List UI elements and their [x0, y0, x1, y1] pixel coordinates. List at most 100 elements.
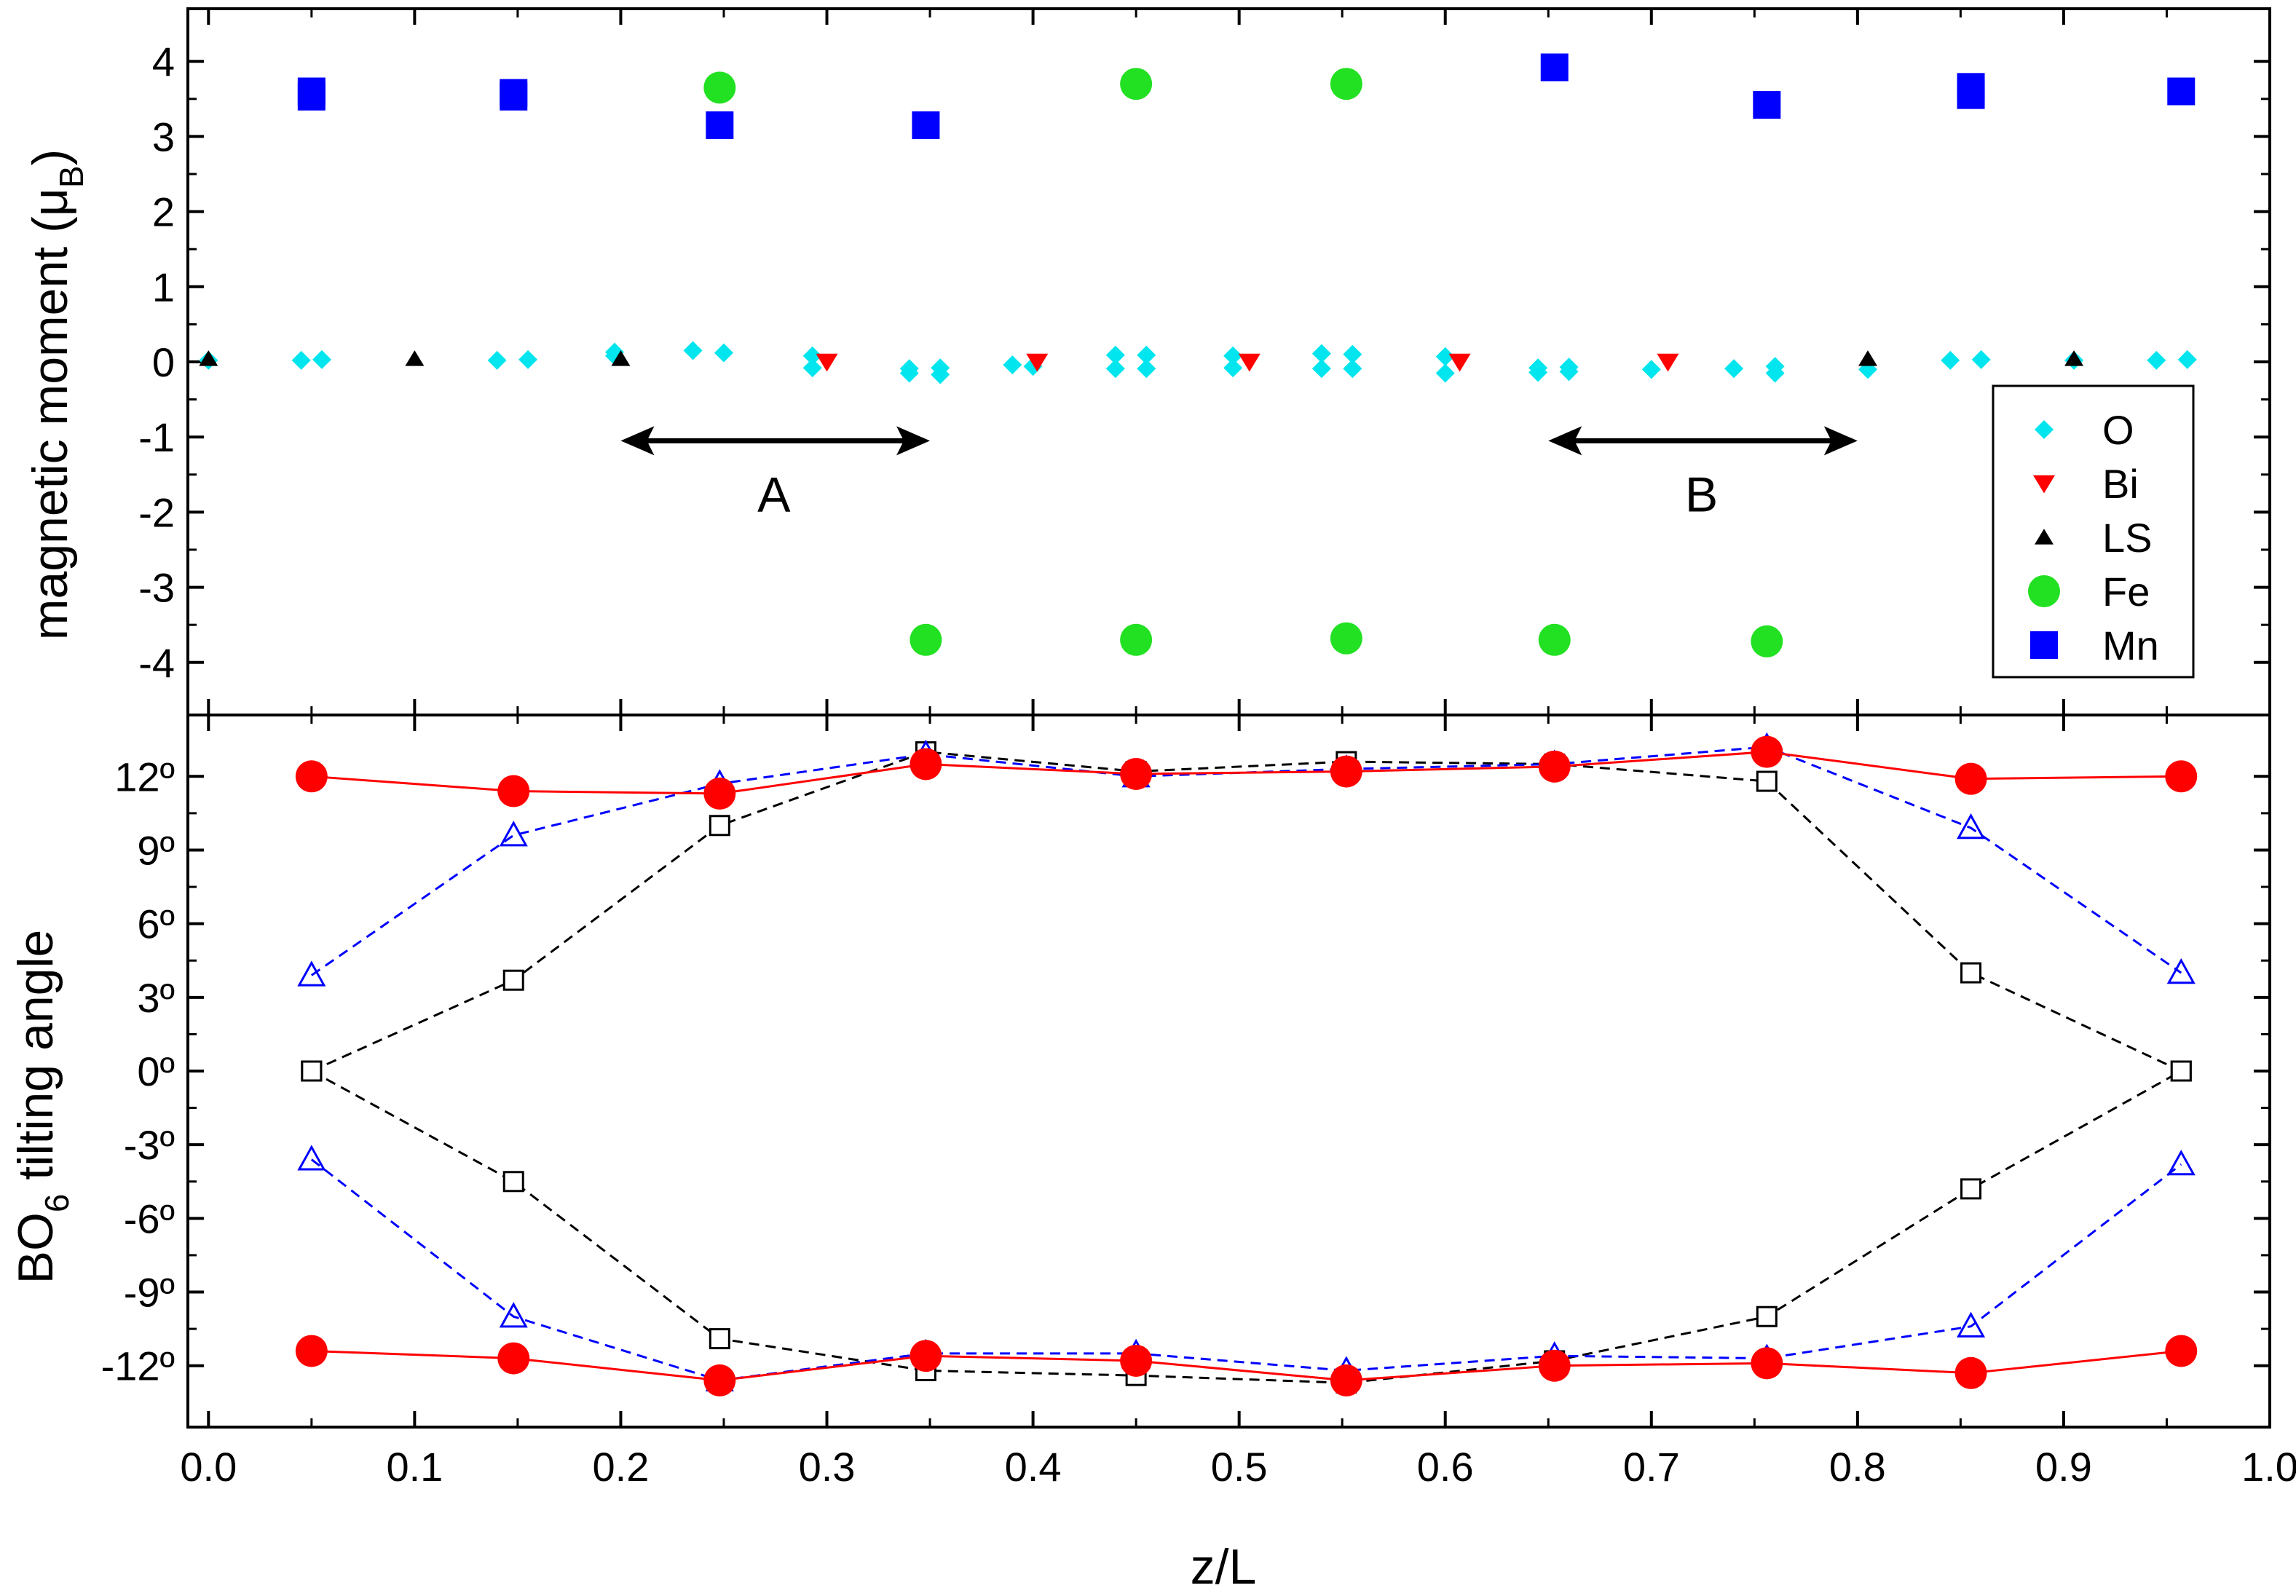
data-point	[910, 748, 942, 781]
data-point	[1559, 362, 1579, 382]
data-point	[703, 1364, 736, 1396]
data-point	[1954, 762, 1987, 795]
data-point	[1120, 757, 1153, 790]
data-point	[295, 1335, 328, 1367]
data-point	[291, 350, 311, 370]
data-point	[1120, 1344, 1153, 1377]
annotation-label: A	[757, 467, 791, 523]
data-point	[1641, 360, 1661, 379]
annotation-label: B	[1685, 467, 1718, 523]
data-point	[683, 341, 703, 360]
data-point	[703, 777, 736, 810]
legend-label: LS	[2102, 515, 2153, 561]
data-point	[497, 1342, 530, 1375]
x-tick-label: 1.0	[2241, 1444, 2296, 1490]
y-tick-label: 3º	[137, 975, 175, 1021]
data-point	[2170, 1060, 2192, 1082]
data-point	[2166, 958, 2196, 984]
y-tick-label: -2	[138, 489, 175, 535]
series-fe	[703, 68, 1783, 657]
y-tick-label: 6º	[137, 901, 175, 947]
data-point	[1538, 623, 1571, 656]
data-point	[931, 365, 950, 384]
data-point	[1330, 622, 1362, 655]
data-point	[912, 111, 940, 139]
data-point	[1751, 735, 1783, 768]
data-point	[1448, 353, 1471, 372]
data-point	[816, 353, 838, 372]
series-line	[311, 1349, 2182, 1382]
data-point	[1105, 359, 1125, 379]
y-tick-label: 0º	[137, 1048, 175, 1094]
tilt-series-1	[301, 1060, 2192, 1394]
data-point	[2064, 350, 2084, 366]
x-tick-label: 0.8	[1829, 1444, 1886, 1490]
data-point	[1538, 750, 1571, 783]
data-point	[1960, 1178, 1982, 1200]
data-point	[709, 815, 730, 837]
data-point	[706, 111, 734, 139]
top-y-axis-label: magnetic moment (μB)	[23, 149, 90, 641]
y-tick-label: -12º	[101, 1343, 175, 1389]
y-tick-label: -3	[138, 565, 175, 611]
data-point	[2147, 350, 2166, 370]
data-point	[899, 363, 919, 383]
legend-label: Fe	[2102, 569, 2150, 615]
series-o	[199, 341, 2197, 384]
data-point	[1657, 353, 1679, 372]
tilt-series-0	[301, 741, 2192, 1082]
data-point	[297, 82, 326, 111]
annotation-arrow-head	[1823, 426, 1858, 456]
y-tick-label: 2	[152, 189, 175, 235]
data-point	[1003, 355, 1022, 375]
data-point	[1343, 359, 1362, 379]
data-point	[1137, 345, 1156, 365]
x-axis-label: z/L	[1191, 1539, 1257, 1595]
annotation-arrow-head	[896, 426, 931, 456]
data-point	[910, 1340, 942, 1372]
data-point	[802, 346, 822, 366]
data-point	[1026, 353, 1049, 372]
data-point	[499, 1302, 528, 1328]
y-tick-label: 9º	[137, 827, 175, 873]
data-point	[1756, 1305, 1778, 1327]
data-point	[1724, 359, 1744, 379]
data-point	[297, 960, 326, 987]
y-tick-label: 1	[152, 264, 175, 310]
data-point	[487, 350, 507, 370]
data-point	[1330, 1364, 1362, 1396]
legend-marker	[2028, 575, 2060, 607]
x-tick-label: 0.6	[1417, 1444, 1474, 1490]
data-point	[1435, 363, 1455, 383]
data-point	[1765, 363, 1785, 383]
series-line	[311, 751, 2182, 1072]
data-point	[502, 1171, 524, 1193]
data-point	[500, 82, 528, 111]
data-point	[1858, 350, 1878, 366]
data-point	[1238, 353, 1261, 372]
y-tick-label: 4	[152, 39, 175, 84]
data-point	[1751, 625, 1783, 657]
data-point	[2166, 1150, 2196, 1176]
legend-marker	[2030, 631, 2058, 659]
data-point	[1957, 1311, 1986, 1338]
data-point	[611, 350, 631, 366]
legend-label: Mn	[2102, 623, 2159, 668]
legend-box	[1992, 384, 2195, 679]
y-tick-label: 3	[152, 114, 175, 159]
top-panel: 4 3 2 1 0 -1 -2 -3 -4 A B	[138, 7, 2271, 716]
x-tick-label: 0.3	[799, 1444, 856, 1490]
data-point	[802, 358, 822, 378]
data-point	[1435, 347, 1455, 366]
data-point	[518, 349, 538, 369]
series-line	[310, 1158, 2182, 1382]
data-point	[301, 1060, 323, 1082]
data-point	[714, 343, 733, 363]
data-point	[1330, 755, 1362, 788]
y-tick-label: -3º	[124, 1122, 175, 1168]
y-tick-label: -9º	[124, 1270, 175, 1316]
data-point	[312, 349, 331, 369]
x-tick-label: 0.7	[1623, 1444, 1680, 1490]
data-point	[2165, 760, 2198, 793]
